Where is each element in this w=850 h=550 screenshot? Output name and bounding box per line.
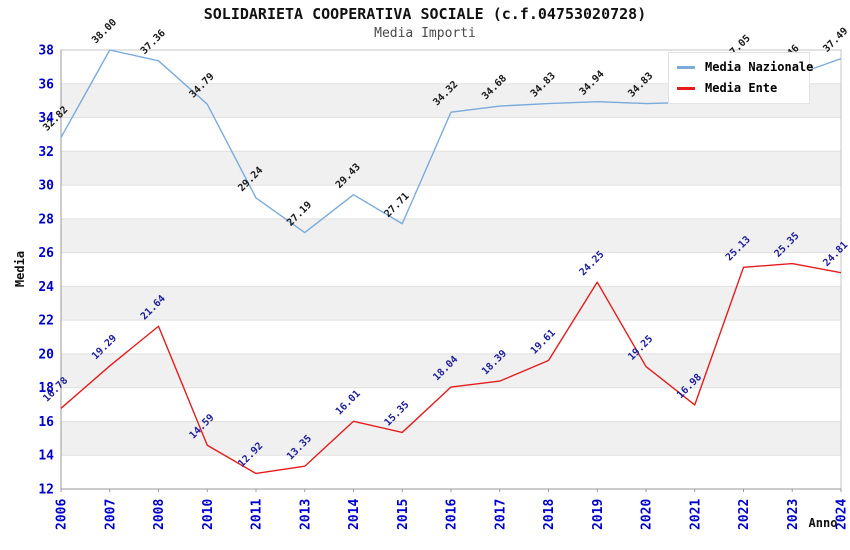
- x-tick-label: 2020: [640, 499, 655, 530]
- series-line-media-ente: [60, 262, 842, 475]
- y-tick-label: 24: [38, 280, 54, 295]
- y-tick-label: 34: [38, 111, 54, 126]
- y-tick-label: 20: [38, 347, 54, 362]
- media-ente-line-swatch-icon: [677, 86, 695, 90]
- point-label: 27.71: [383, 191, 412, 220]
- x-tick-label: 2007: [103, 499, 118, 530]
- y-axis-title: Media: [13, 251, 27, 287]
- y-tick-label: 28: [38, 212, 54, 227]
- y-tick-label: 18: [38, 381, 54, 396]
- x-tick-label: 2022: [737, 499, 752, 530]
- y-tick-label: 26: [38, 246, 54, 261]
- x-axis-title: Anno: [809, 516, 838, 530]
- x-tick-label: 2021: [688, 499, 703, 530]
- plot-bands: [61, 83, 841, 456]
- point-label: 24.25: [578, 249, 607, 278]
- legend-item-media-nazionale: Media Nazionale: [677, 60, 813, 74]
- grid-band: [61, 218, 841, 253]
- x-tick-label: 2013: [298, 499, 313, 530]
- x-tick-labels: 2006 2007 2008 2010 2011 2013 2014 2015 2016 2017…: [55, 499, 850, 530]
- legend: Media Nazionale Media Ente: [668, 52, 813, 104]
- axis-tick-marks: [60, 489, 842, 492]
- point-label: 16.01: [334, 388, 363, 417]
- legend-label: Media Nazionale: [705, 60, 814, 74]
- x-tick-label: 2015: [396, 499, 411, 530]
- x-tick-label: 2011: [250, 499, 265, 530]
- x-tick-label: 2006: [55, 499, 70, 530]
- y-tick-label: 30: [38, 179, 54, 194]
- y-tick-label: 14: [38, 449, 54, 464]
- chart-subtitle: Media Importi: [374, 26, 476, 41]
- grid-band: [61, 286, 841, 321]
- y-tick-label: 36: [38, 77, 54, 92]
- y-tick-label: 32: [38, 145, 54, 160]
- x-tick-label: 2008: [152, 499, 167, 530]
- x-tick-label: 2024: [835, 499, 850, 530]
- legend-label: Media Ente: [705, 81, 778, 95]
- media-nazionale-line-swatch-icon: [677, 65, 695, 69]
- grid-band: [61, 421, 841, 456]
- x-tick-label: 2017: [493, 499, 508, 530]
- y-tick-labels: 12 14 16 18 20 22 24 26 28 30 32 34 36 38: [38, 44, 54, 498]
- x-tick-label: 2010: [201, 499, 216, 530]
- chart-title: SOLIDARIETA COOPERATIVA SOCIALE (c.f.047…: [203, 5, 647, 23]
- x-tick-label: 2018: [542, 499, 557, 530]
- y-tick-label: 22: [38, 314, 54, 329]
- y-tick-label: 16: [38, 415, 54, 430]
- grid-band: [61, 151, 841, 186]
- x-tick-label: 2014: [347, 499, 362, 530]
- y-tick-label: 12: [38, 483, 54, 498]
- x-tick-label: 2019: [591, 499, 606, 530]
- y-tick-label: 38: [38, 44, 54, 59]
- x-tick-label: 2016: [445, 499, 460, 530]
- legend-item-media-ente: Media Ente: [677, 81, 801, 95]
- x-tick-label: 2023: [786, 499, 801, 530]
